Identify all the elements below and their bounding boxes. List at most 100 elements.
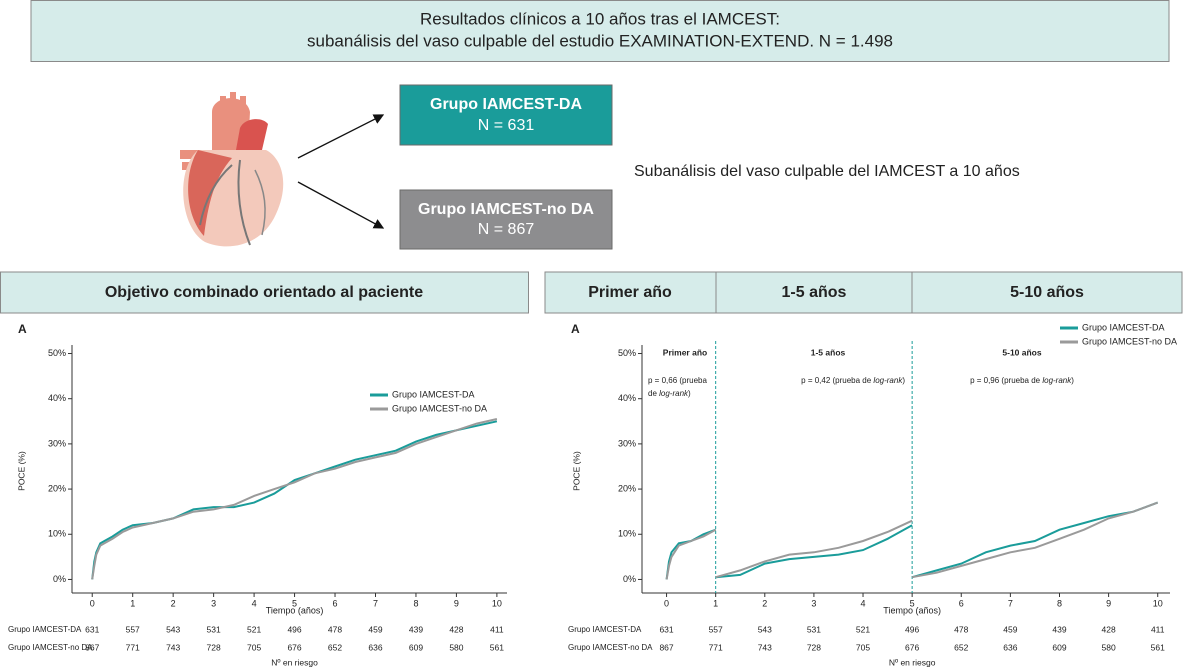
y-tick-label: 0% bbox=[53, 574, 66, 584]
risk-value: 705 bbox=[856, 642, 870, 652]
header-title: Resultados clínicos a 10 años tras el IA… bbox=[420, 9, 780, 28]
group-n: N = 631 bbox=[478, 117, 535, 134]
risk-value: 743 bbox=[166, 642, 180, 652]
series-line bbox=[665, 501, 1159, 580]
x-tick-label: 0 bbox=[90, 598, 95, 608]
legend-label: Grupo IAMCEST-DA bbox=[1082, 322, 1165, 332]
x-tick-label: 5 bbox=[910, 598, 915, 608]
risk-value: 496 bbox=[905, 624, 919, 634]
panel-title: Primer año bbox=[588, 284, 672, 301]
risk-value: 676 bbox=[287, 642, 301, 652]
y-axis-label: POCE (%) bbox=[571, 451, 581, 491]
risk-value: 521 bbox=[247, 624, 261, 634]
y-tick-label: 20% bbox=[48, 483, 66, 493]
legend-label: Grupo IAMCEST-DA bbox=[392, 389, 475, 399]
x-tick-label: 3 bbox=[811, 598, 816, 608]
section-label: 1-5 años bbox=[811, 347, 846, 357]
risk-value: 478 bbox=[954, 624, 968, 634]
risk-value: 521 bbox=[856, 624, 870, 634]
x-tick-label: 7 bbox=[373, 598, 378, 608]
risk-value: 557 bbox=[709, 624, 723, 634]
p-value-part: p = 0,66 (prueba bbox=[648, 376, 707, 385]
risk-value: 867 bbox=[659, 642, 673, 652]
panel-letter: A bbox=[571, 322, 580, 336]
risk-value: 631 bbox=[85, 624, 99, 634]
risk-row-label: Grupo IAMCEST-DA bbox=[8, 625, 82, 634]
x-tick-label: 4 bbox=[861, 598, 866, 608]
y-tick-label: 20% bbox=[618, 483, 636, 493]
risk-row-label: Grupo IAMCEST-no DA bbox=[568, 643, 653, 652]
heart-illustration bbox=[180, 92, 284, 247]
risk-value: 543 bbox=[166, 624, 180, 634]
x-tick-label: 9 bbox=[454, 598, 459, 608]
x-tick-label: 2 bbox=[762, 598, 767, 608]
x-tick-label: 10 bbox=[492, 598, 502, 608]
panel-title: 1-5 años bbox=[782, 284, 847, 301]
risk-value: 676 bbox=[905, 642, 919, 652]
risk-value: 557 bbox=[126, 624, 140, 634]
group-box bbox=[399, 189, 613, 250]
arrow bbox=[297, 181, 385, 229]
risk-value: 561 bbox=[490, 642, 504, 652]
p-value: p = 0,42 (prueba de log-rank) bbox=[801, 376, 905, 385]
series-line bbox=[665, 501, 1159, 580]
group-name: Grupo IAMCEST-DA bbox=[430, 96, 582, 113]
group-box bbox=[399, 84, 613, 146]
p-value-part: log-rank bbox=[873, 376, 903, 385]
p-value-part: ) bbox=[1071, 376, 1074, 385]
header-box bbox=[30, 0, 1170, 62]
risk-value: 439 bbox=[409, 624, 423, 634]
risk-value: 636 bbox=[368, 642, 382, 652]
p-value-part: p = 0,42 (prueba de bbox=[801, 376, 873, 385]
risk-value: 771 bbox=[709, 642, 723, 652]
risk-value: 459 bbox=[1003, 624, 1017, 634]
x-tick-label: 7 bbox=[1008, 598, 1013, 608]
x-tick-label: 2 bbox=[171, 598, 176, 608]
arrow bbox=[297, 114, 385, 159]
y-tick-label: 50% bbox=[618, 348, 636, 358]
legend-label: Grupo IAMCEST-no DA bbox=[1082, 336, 1177, 346]
header-title: subanálisis del vaso culpable del estudi… bbox=[307, 31, 893, 50]
p-value-part: log-rank bbox=[659, 389, 689, 398]
risk-value: 496 bbox=[287, 624, 301, 634]
x-tick-label: 6 bbox=[959, 598, 964, 608]
legend-label: Grupo IAMCEST-no DA bbox=[392, 403, 487, 413]
series-line bbox=[91, 418, 498, 580]
series-line bbox=[91, 420, 498, 580]
x-tick-label: 3 bbox=[211, 598, 216, 608]
risk-table-title: Nº en riesgo bbox=[889, 657, 936, 667]
risk-value: 531 bbox=[807, 624, 821, 634]
p-value-part: de bbox=[648, 389, 659, 398]
risk-value: 580 bbox=[1102, 642, 1116, 652]
risk-value: 728 bbox=[207, 642, 221, 652]
x-tick-label: 0 bbox=[664, 598, 669, 608]
risk-value: 652 bbox=[954, 642, 968, 652]
p-value-part: p = 0,96 (prueba de bbox=[970, 376, 1042, 385]
risk-table-title: Nº en riesgo bbox=[271, 657, 318, 667]
risk-row-label: Grupo IAMCEST-DA bbox=[568, 625, 642, 634]
risk-value: 411 bbox=[490, 624, 504, 634]
subtitle: Subanálisis del vaso culpable del IAMCES… bbox=[634, 163, 1020, 180]
y-tick-label: 40% bbox=[618, 393, 636, 403]
risk-value: 867 bbox=[85, 642, 99, 652]
risk-value: 771 bbox=[126, 642, 140, 652]
risk-value: 411 bbox=[1151, 624, 1165, 634]
y-tick-label: 30% bbox=[48, 438, 66, 448]
panel-title: 5-10 años bbox=[1010, 284, 1084, 301]
risk-value: 636 bbox=[1003, 642, 1017, 652]
x-axis-label: Tiempo (años) bbox=[266, 605, 324, 615]
x-tick-label: 6 bbox=[333, 598, 338, 608]
p-value-part: ) bbox=[688, 389, 691, 398]
risk-value: 743 bbox=[758, 642, 772, 652]
group-name: Grupo IAMCEST-no DA bbox=[418, 201, 594, 218]
risk-value: 428 bbox=[449, 624, 463, 634]
x-axis-label: Tiempo (años) bbox=[883, 605, 941, 615]
risk-value: 428 bbox=[1102, 624, 1116, 634]
y-tick-label: 50% bbox=[48, 348, 66, 358]
x-tick-label: 5 bbox=[292, 598, 297, 608]
risk-value: 705 bbox=[247, 642, 261, 652]
panel-header bbox=[0, 271, 529, 314]
y-tick-label: 10% bbox=[48, 529, 66, 539]
risk-value: 728 bbox=[807, 642, 821, 652]
